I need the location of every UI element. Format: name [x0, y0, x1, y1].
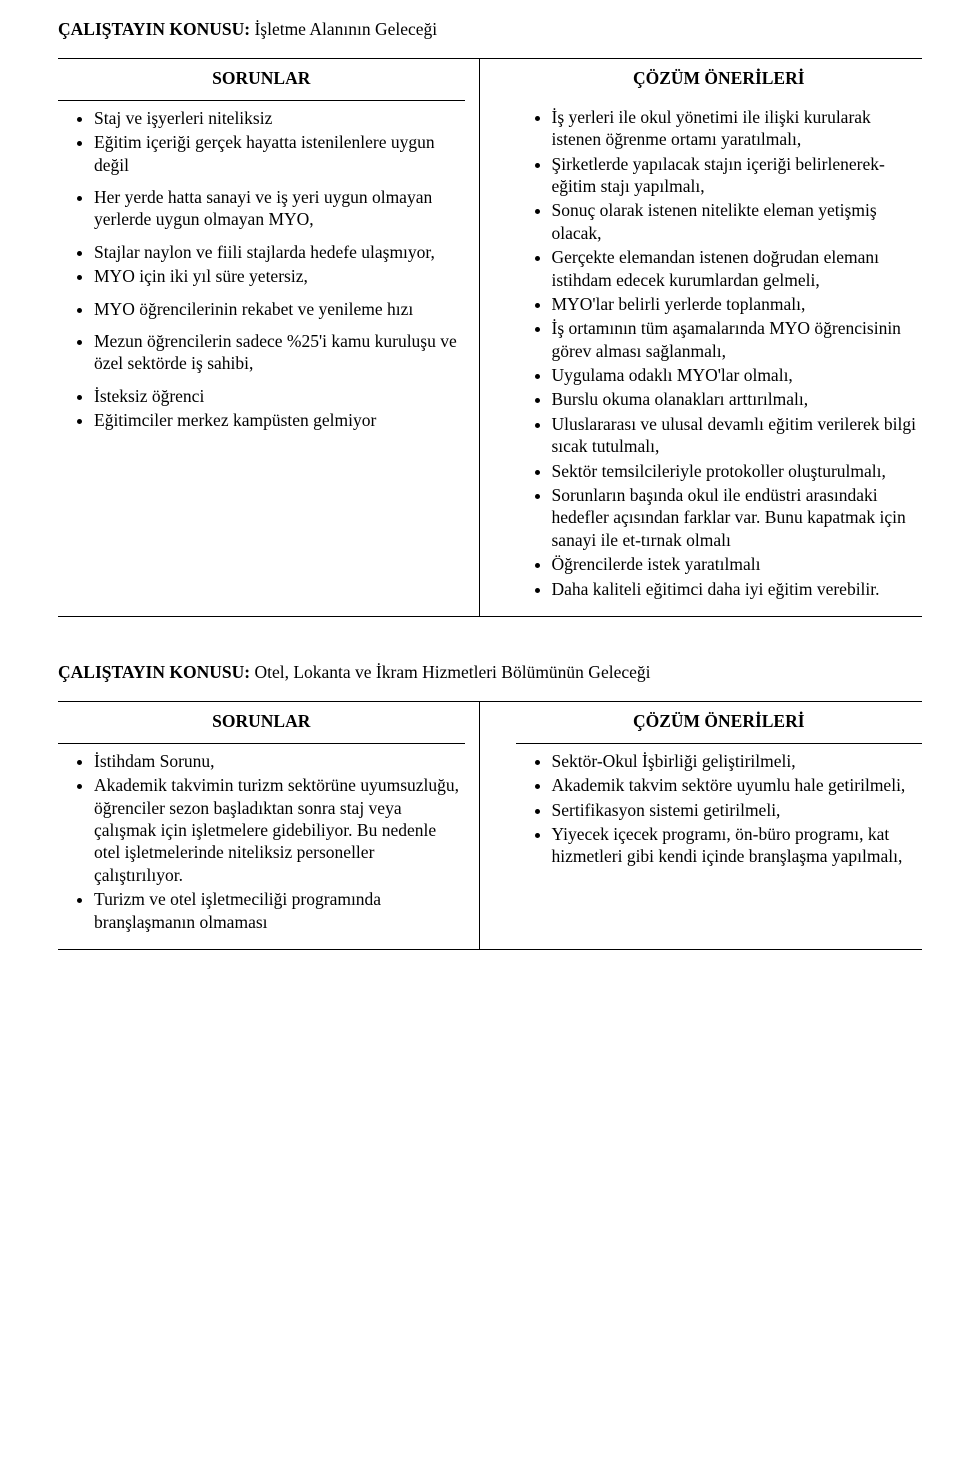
list-item: Burslu okuma olanakları arttırılmalı, [552, 388, 923, 410]
list-item: MYO için iki yıl süre yetersiz, [94, 265, 465, 287]
header-cozum-2: ÇÖZÜM ÖNERİLERİ [516, 702, 923, 743]
list-item: Eğitim içeriği gerçek hayatta istenilenl… [94, 131, 465, 176]
list-item: Sonuç olarak istenen nitelikte eleman ye… [552, 199, 923, 244]
list-item: Gerçekte elemandan istenen doğrudan elem… [552, 246, 923, 291]
list-item: Turizm ve otel işletmeciliği programında… [94, 888, 465, 933]
list-item: Stajlar naylon ve fiili stajlarda hedefe… [94, 241, 465, 263]
list-item: Uygulama odaklı MYO'lar olmalı, [552, 364, 923, 386]
list-item: Sertifikasyon sistemi getirilmeli, [552, 799, 923, 821]
sorunlar2-list: İstihdam Sorunu, Akademik takvimin turiz… [58, 750, 465, 933]
topic-1: ÇALIŞTAYIN KONUSU: İşletme Alanının Gele… [58, 18, 922, 40]
list-item: MYO öğrencilerinin rekabet ve yenileme h… [94, 298, 465, 320]
list-item: Yiyecek içecek programı, ön-büro program… [552, 823, 923, 868]
list-item: İsteksiz öğrenci [94, 385, 465, 407]
list-item: Daha kaliteli eğitimci daha iyi eğitim v… [552, 578, 923, 600]
sorunlar1-group-5: Mezun öğrencilerin sadece %25'i kamu kur… [58, 330, 465, 375]
table-2-col-cozum: ÇÖZÜM ÖNERİLERİ Sektör-Okul İşbirliği ge… [516, 702, 923, 949]
sorunlar1-group-1: Staj ve işyerleri niteliksiz Eğitim içer… [58, 107, 465, 176]
list-item: Sektör temsilcileriyle protokoller oluşt… [552, 460, 923, 482]
topic-1-label: ÇALIŞTAYIN KONUSU: [58, 19, 250, 39]
cozum2-list: Sektör-Okul İşbirliği geliştirilmeli, Ak… [516, 750, 923, 868]
list-item: Akademik takvim sektöre uyumlu hale geti… [552, 774, 923, 796]
topic-1-text: İşletme Alanının Geleceği [250, 19, 437, 39]
topic-2-label: ÇALIŞTAYIN KONUSU: [58, 662, 250, 682]
table-1: SORUNLAR Staj ve işyerleri niteliksiz Eğ… [58, 58, 922, 617]
spacer [58, 617, 922, 661]
list-item: Eğitimciler merkez kampüsten gelmiyor [94, 409, 465, 431]
header-sorunlar-1: SORUNLAR [58, 59, 465, 100]
list-item: Staj ve işyerleri niteliksiz [94, 107, 465, 129]
list-item: Şirketlerde yapılacak stajın içeriği bel… [552, 153, 923, 198]
list-item: Sektör-Okul İşbirliği geliştirilmeli, [552, 750, 923, 772]
list-item: İş yerleri ile okul yönetimi ile ilişki … [552, 106, 923, 151]
table-1-col-cozum: ÇÖZÜM ÖNERİLERİ İş yerleri ile okul yöne… [516, 59, 923, 616]
table-1-col-sorunlar: SORUNLAR Staj ve işyerleri niteliksiz Eğ… [58, 59, 480, 616]
table-2-col-sorunlar: SORUNLAR İstihdam Sorunu, Akademik takvi… [58, 702, 480, 949]
list-item: Akademik takvimin turizm sektörüne uyums… [94, 774, 465, 886]
list-item: İstihdam Sorunu, [94, 750, 465, 772]
topic-2-text: Otel, Lokanta ve İkram Hizmetleri Bölümü… [250, 662, 650, 682]
header-cozum-1: ÇÖZÜM ÖNERİLERİ [516, 59, 923, 99]
list-item: Öğrencilerde istek yaratılmalı [552, 553, 923, 575]
sorunlar1-group-2: Her yerde hatta sanayi ve iş yeri uygun … [58, 186, 465, 231]
topic-2: ÇALIŞTAYIN KONUSU: Otel, Lokanta ve İkra… [58, 661, 922, 683]
list-item: Mezun öğrencilerin sadece %25'i kamu kur… [94, 330, 465, 375]
list-item: MYO'lar belirli yerlerde toplanmalı, [552, 293, 923, 315]
list-item: Uluslararası ve ulusal devamlı eğitim ve… [552, 413, 923, 458]
cozum1-list: İş yerleri ile okul yönetimi ile ilişki … [516, 106, 923, 600]
sorunlar1-group-4: MYO öğrencilerinin rekabet ve yenileme h… [58, 298, 465, 320]
list-item: İş ortamının tüm aşamalarında MYO öğrenc… [552, 317, 923, 362]
table-2: SORUNLAR İstihdam Sorunu, Akademik takvi… [58, 701, 922, 950]
sorunlar1-group-6: İsteksiz öğrenci Eğitimciler merkez kamp… [58, 385, 465, 432]
list-item: Her yerde hatta sanayi ve iş yeri uygun … [94, 186, 465, 231]
list-item: Sorunların başında okul ile endüstri ara… [552, 484, 923, 551]
header-sorunlar-2: SORUNLAR [58, 702, 465, 743]
sorunlar1-group-3: Stajlar naylon ve fiili stajlarda hedefe… [58, 241, 465, 288]
